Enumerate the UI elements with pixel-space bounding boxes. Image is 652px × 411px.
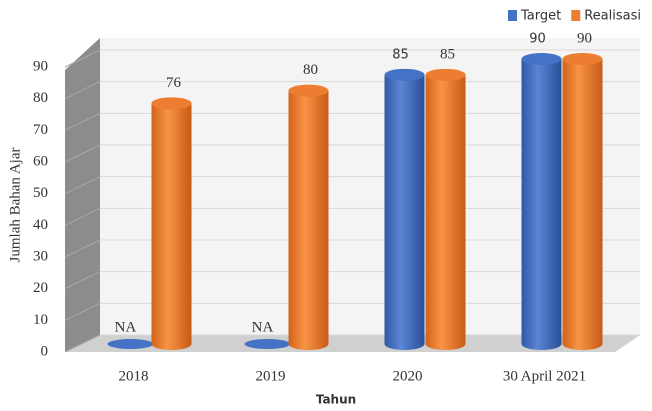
bar-top xyxy=(384,68,425,81)
grid-line xyxy=(64,239,101,258)
data-label: 85 xyxy=(440,46,455,62)
grid-line xyxy=(64,81,101,100)
y-axis-label: Jumlah Bahan Ajar xyxy=(7,148,23,263)
x-tick-label: 2020 xyxy=(393,368,423,384)
bar-body xyxy=(288,90,329,345)
grid-line xyxy=(64,176,101,195)
bar-body xyxy=(562,59,603,344)
grid-line xyxy=(64,112,101,131)
grid-line xyxy=(64,271,101,290)
grid-line xyxy=(64,302,101,321)
bar xyxy=(521,53,562,350)
bar xyxy=(562,53,603,350)
bar xyxy=(288,84,329,350)
grid-line xyxy=(64,207,101,226)
bar xyxy=(425,68,466,350)
grid-line xyxy=(64,144,101,163)
legend-swatch xyxy=(571,10,581,21)
y-tick-label: 90 xyxy=(33,58,48,74)
data-label: 90 xyxy=(529,32,546,47)
bar-top xyxy=(562,53,603,65)
bar xyxy=(151,97,192,350)
x-tick-label: 30 April 2021 xyxy=(503,368,586,384)
data-label: 80 xyxy=(303,62,318,78)
bar-top xyxy=(288,84,329,97)
y-tick-label: 60 xyxy=(33,153,48,169)
grid-line xyxy=(64,49,101,68)
grid-line xyxy=(64,334,101,353)
bar-top xyxy=(521,53,562,65)
y-tick-label: 40 xyxy=(33,217,48,233)
y-tick-label: 10 xyxy=(33,312,48,328)
x-axis-label: Tahun xyxy=(316,393,356,407)
legend-label: Realisasi xyxy=(584,9,641,24)
bar-top xyxy=(151,97,192,110)
y-tick-label: 20 xyxy=(33,280,48,296)
y-tick-label: 30 xyxy=(33,248,48,264)
y-tick-label: 80 xyxy=(33,90,48,106)
bar-body xyxy=(384,74,425,344)
x-tick-label: 2019 xyxy=(256,368,286,384)
data-label: NA xyxy=(252,319,274,335)
bar xyxy=(384,68,425,350)
bar-empty xyxy=(107,339,154,349)
data-label: 90 xyxy=(577,30,592,46)
bar-body xyxy=(151,103,192,344)
legend-label: Target xyxy=(520,9,561,24)
back-wall xyxy=(100,38,640,335)
bar-empty xyxy=(244,339,291,349)
y-tick-label: 50 xyxy=(33,185,48,201)
y-tick-label: 70 xyxy=(33,122,48,138)
y-tick-label: 0 xyxy=(41,343,49,359)
floor xyxy=(65,335,640,352)
side-wall xyxy=(65,38,100,352)
data-label: NA xyxy=(115,319,137,335)
legend-swatch xyxy=(508,10,517,21)
bar-body xyxy=(425,74,466,344)
data-label: 85 xyxy=(392,47,409,62)
bar-top xyxy=(425,68,466,81)
bar-body xyxy=(521,59,562,344)
data-label: 76 xyxy=(166,75,182,91)
x-tick-label: 2018 xyxy=(119,368,149,384)
